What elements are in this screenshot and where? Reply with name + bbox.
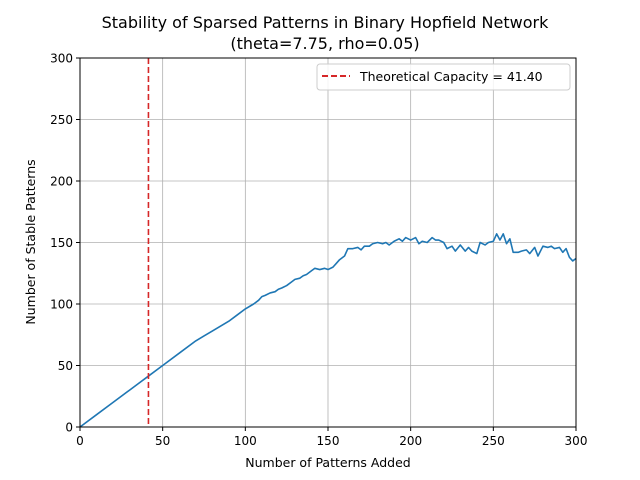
x-tick-label: 250: [482, 434, 505, 448]
y-tick-label: 250: [50, 113, 73, 127]
x-axis-label: Number of Patterns Added: [245, 455, 411, 470]
series-layer: [79, 233, 577, 428]
y-tick-label: 100: [50, 298, 73, 312]
legend-frame: [316, 63, 571, 91]
x-tick-label: 150: [317, 434, 340, 448]
y-axis-ticks: 0 50 100 150 200 250 300: [50, 52, 80, 435]
x-tick-label: 50: [155, 434, 170, 448]
y-tick-label: 150: [50, 236, 73, 250]
y-tick-label: 300: [50, 52, 73, 66]
y-axis-label: Number of Stable Patterns: [23, 159, 38, 324]
x-axis-ticks: 0 50 100 150 200 250 300: [76, 427, 587, 448]
x-tick-label: 0: [76, 434, 84, 448]
x-tick-label: 300: [565, 434, 588, 448]
legend: Theoretical Capacity = 41.40: [316, 63, 571, 91]
series-line-stable-patterns: [79, 233, 577, 428]
chart-title: Stability of Sparsed Patterns in Binary …: [102, 13, 549, 32]
y-tick-label: 0: [65, 421, 73, 435]
legend-label-theoretical-capacity: Theoretical Capacity = 41.40: [359, 69, 543, 84]
x-tick-label: 100: [234, 434, 257, 448]
y-tick-label: 200: [50, 175, 73, 189]
chart-subtitle: (theta=7.75, rho=0.05): [230, 34, 419, 53]
x-tick-label: 200: [399, 434, 422, 448]
y-tick-label: 50: [58, 359, 73, 373]
